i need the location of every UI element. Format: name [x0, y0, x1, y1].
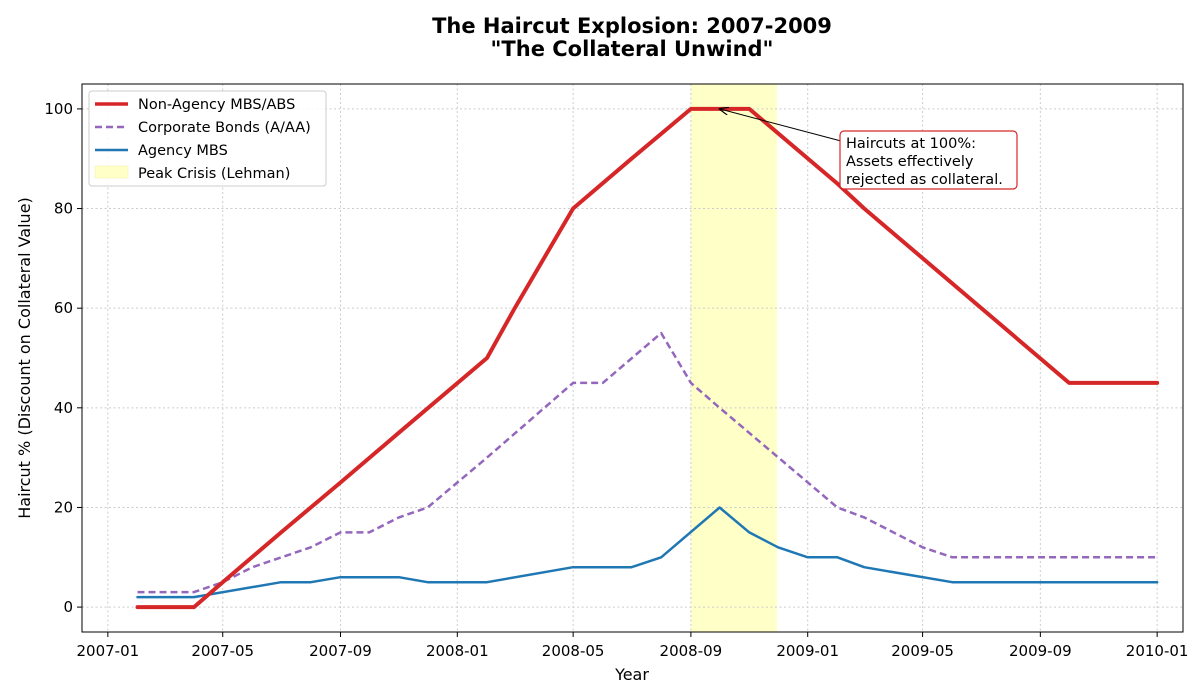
annotation-line-2: Assets effectively — [846, 154, 974, 170]
legend-label-corporate: Corporate Bonds (A/AA) — [138, 120, 311, 136]
x-tick-label: 2007-05 — [191, 642, 254, 660]
series-line-agency — [136, 506, 1159, 599]
x-tick-label: 2009-05 — [891, 642, 954, 660]
tick-layer: 2007-01 2007-05 2007-09 2008-01 2008-05 2008-… — [44, 100, 1188, 660]
y-tick-label: 20 — [54, 498, 73, 516]
series-line-corporate — [137, 331, 1158, 594]
x-tick-label: 2008-01 — [426, 642, 489, 660]
chart-title: The Haircut Explosion: 2007-2009 — [432, 14, 832, 38]
legend-label-non-agency: Non-Agency MBS/ABS — [138, 97, 295, 113]
legend-swatch-peak-crisis — [94, 165, 129, 179]
annotation-arrow — [720, 109, 842, 142]
y-tick-label: 80 — [54, 200, 73, 218]
x-axis-label: Year — [614, 665, 649, 684]
y-tick-label: 60 — [54, 299, 73, 317]
legend: Non-Agency MBS/ABS Corporate Bonds (A/AA… — [88, 90, 327, 187]
annotation-box — [839, 130, 1018, 190]
series-line-non-agency — [135, 106, 1160, 610]
y-tick-label: 0 — [63, 598, 73, 616]
x-tick-label: 2008-09 — [660, 642, 723, 660]
legend-label-agency: Agency MBS — [138, 143, 228, 159]
chart-subtitle: "The Collateral Unwind" — [490, 37, 773, 61]
x-tick-label: 2009-01 — [776, 642, 839, 660]
plot-frame — [81, 83, 1184, 633]
peak-crisis-band — [690, 84, 778, 632]
y-axis-label: Haircut % (Discount on Collateral Value) — [15, 197, 34, 519]
y-tick-label: 40 — [54, 399, 73, 417]
x-tick-label: 2008-05 — [542, 642, 605, 660]
x-tick-label: 2007-01 — [77, 642, 140, 660]
shaded-region-layer — [690, 84, 778, 632]
annotation-line-1: Haircuts at 100%: — [846, 136, 976, 152]
legend-label-peak-crisis: Peak Crisis (Lehman) — [138, 166, 290, 182]
annotation-line-3: rejected as collateral. — [846, 172, 1003, 188]
annotation: Haircuts at 100%: Assets effectively rej… — [720, 109, 1018, 190]
series-layer — [135, 106, 1160, 610]
x-tick-label: 2007-09 — [309, 642, 372, 660]
y-tick-label: 100 — [44, 100, 73, 118]
x-tick-label: 2009-09 — [1009, 642, 1072, 660]
x-tick-label: 2010-01 — [1126, 642, 1189, 660]
